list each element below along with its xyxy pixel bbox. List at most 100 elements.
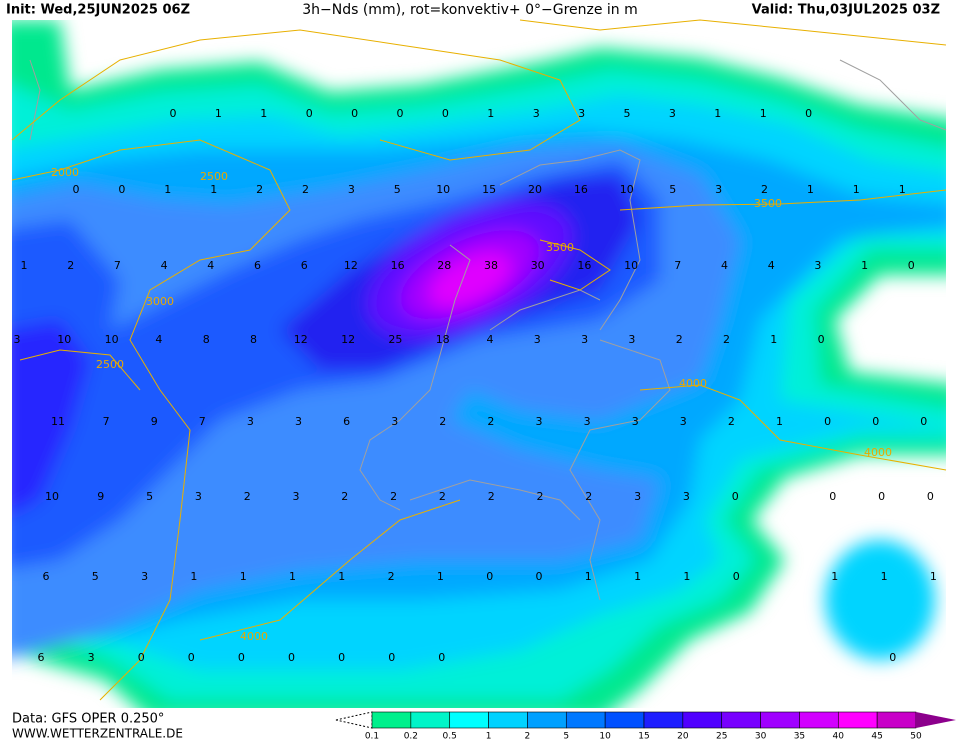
precip-value: 0	[338, 651, 345, 664]
precip-value: 2	[390, 490, 397, 503]
colorbar-label: 0.2	[404, 732, 418, 741]
precip-value: 5	[624, 107, 631, 120]
precip-value: 2	[256, 183, 263, 196]
valid-text: Valid: Thu,03JUL2025 03Z	[752, 3, 940, 18]
precip-value: 9	[151, 415, 158, 428]
precip-value: 0	[288, 651, 295, 664]
precip-value: 16	[574, 183, 588, 196]
contour-label: 3500	[546, 241, 574, 254]
precip-value: 4	[155, 333, 162, 346]
precip-value: 0	[118, 183, 125, 196]
colorbar-swatch	[410, 711, 451, 729]
contour-label: 2500	[200, 170, 228, 183]
precip-value: 1	[776, 415, 783, 428]
precip-value: 2	[244, 490, 251, 503]
precip-value: 0	[188, 651, 195, 664]
precip-value: 3	[715, 183, 722, 196]
precip-value: 1	[831, 570, 838, 583]
colorbar-swatch	[799, 711, 839, 729]
precip-value: 2	[67, 259, 74, 272]
colorbar-label: 2	[525, 732, 531, 741]
precip-value: 5	[669, 183, 676, 196]
precip-value: 1	[899, 183, 906, 196]
precip-value: 11	[51, 415, 65, 428]
precip-value: 1	[487, 107, 494, 120]
precip-value: 3	[295, 415, 302, 428]
precip-value: 5	[92, 570, 99, 583]
precip-value: 1	[190, 570, 197, 583]
contour-label: 4000	[679, 377, 707, 390]
precip-value: 6	[38, 651, 45, 664]
precip-value: 5	[146, 490, 153, 503]
precip-value: 3	[293, 490, 300, 503]
precip-value: 3	[628, 333, 635, 346]
precip-value: 15	[482, 183, 496, 196]
colorbar-swatch	[876, 711, 917, 729]
precip-value: 3	[247, 415, 254, 428]
precip-value: 2	[302, 183, 309, 196]
precip-value: 0	[732, 490, 739, 503]
map-title: 3h−Nds (mm), rot=konvektiv+ 0°−Grenze in…	[302, 2, 638, 18]
precip-value: 1	[770, 333, 777, 346]
init-text: Init: Wed,25JUN2025 06Z	[6, 3, 190, 18]
precip-value: 1	[21, 259, 28, 272]
precip-value: 20	[528, 183, 542, 196]
contour-label: 2000	[51, 166, 79, 179]
precip-value: 6	[254, 259, 261, 272]
precip-value: 10	[45, 490, 59, 503]
precip-value: 3	[683, 490, 690, 503]
contour-label: 4000	[240, 630, 268, 643]
precip-value: 2	[488, 490, 495, 503]
precip-value: 4	[207, 259, 214, 272]
precip-value: 9	[97, 490, 104, 503]
precip-value: 1	[260, 107, 267, 120]
colorbar-label: 35	[794, 732, 805, 741]
precip-value: 3	[348, 183, 355, 196]
precip-value: 3	[581, 333, 588, 346]
precip-value: 7	[199, 415, 206, 428]
precip-value: 8	[250, 333, 257, 346]
colorbar-arrow-right	[916, 712, 956, 728]
precip-field	[12, 20, 946, 708]
precip-value: 4	[161, 259, 168, 272]
precip-value: 16	[577, 259, 591, 272]
colorbar-swatch	[643, 711, 684, 729]
precip-value: 1	[437, 570, 444, 583]
colorbar-label: 15	[638, 732, 649, 741]
precip-value: 0	[536, 570, 543, 583]
precip-value: 1	[338, 570, 345, 583]
precip-value: 6	[343, 415, 350, 428]
precip-value: 4	[721, 259, 728, 272]
precip-value: 10	[105, 333, 119, 346]
precip-value: 38	[484, 259, 498, 272]
precip-value: 7	[114, 259, 121, 272]
data-source: Data: GFS OPER 0.250°	[12, 712, 164, 727]
precip-value: 0	[442, 107, 449, 120]
precip-value: 1	[807, 183, 814, 196]
precip-value: 0	[351, 107, 358, 120]
contour-label: 2500	[96, 358, 124, 371]
precip-value: 3	[14, 333, 21, 346]
precip-value: 0	[872, 415, 879, 428]
precip-value: 2	[388, 570, 395, 583]
precip-value: 8	[203, 333, 210, 346]
colorbar-swatch	[604, 711, 645, 729]
precip-value: 10	[620, 183, 634, 196]
precip-value: 3	[814, 259, 821, 272]
precip-value: 2	[537, 490, 544, 503]
precip-value: 0	[397, 107, 404, 120]
precip-value: 2	[585, 490, 592, 503]
precip-value: 0	[889, 651, 896, 664]
precip-value: 2	[728, 415, 735, 428]
colorbar-label: 20	[677, 732, 689, 741]
precip-value: 6	[301, 259, 308, 272]
precip-value: 0	[818, 333, 825, 346]
precip-value: 0	[238, 651, 245, 664]
colorbar-swatch	[449, 711, 489, 729]
precip-value: 7	[103, 415, 110, 428]
precip-value: 1	[683, 570, 690, 583]
precip-value: 4	[768, 259, 775, 272]
colorbar-label: 0.1	[365, 732, 379, 741]
precip-value: 1	[760, 107, 767, 120]
